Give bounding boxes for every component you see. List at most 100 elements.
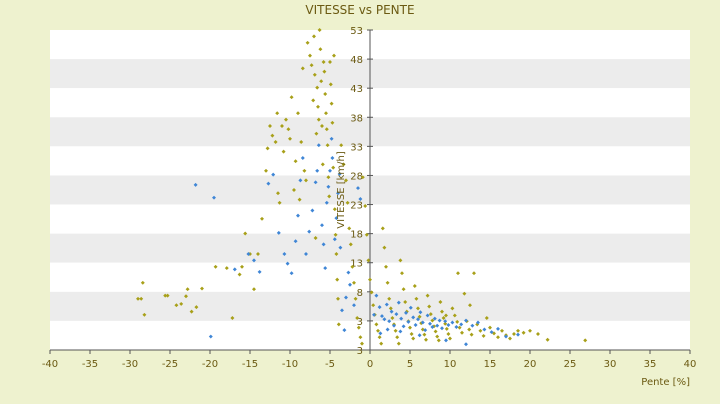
data-point [142,312,147,317]
x-tick-label: 5 [407,359,413,370]
data-point [139,296,144,301]
data-point [174,303,179,308]
data-point [329,136,334,141]
data-point [455,319,460,324]
data-point [296,213,300,218]
data-point [347,226,352,231]
data-point [277,200,282,205]
data-point [326,184,331,189]
data-point [358,335,363,340]
data-point [320,124,324,128]
data-point [516,332,520,337]
data-point [408,305,413,310]
x-tick-label: 25 [564,359,577,370]
data-point [289,271,294,276]
y-tick-label: 8 [357,288,363,299]
data-point [396,300,401,305]
data-point [252,287,256,292]
data-point [252,258,256,263]
data-point [363,204,368,208]
data-point [358,196,363,201]
x-tick-label: -20 [202,359,218,370]
data-point [387,296,392,301]
x-tick-label: 10 [444,359,457,370]
x-tick-label: -25 [162,359,178,370]
data-point [311,98,316,103]
x-tick-label: -15 [242,359,258,370]
data-point [212,195,216,200]
data-point [422,332,427,337]
data-point [382,245,387,250]
data-point [411,315,416,320]
data-point [184,294,188,299]
data-point [319,79,324,84]
data-point [469,332,474,337]
data-point [333,232,338,237]
data-point [335,277,340,282]
data-point [377,335,382,340]
data-point [435,323,440,328]
data-point [327,194,332,199]
data-point [268,124,272,128]
data-point [423,328,428,333]
data-point [448,336,452,341]
data-point [324,200,329,205]
x-tick-label: -40 [42,359,58,370]
data-point [276,230,281,235]
data-point [401,287,406,292]
data-point [481,333,486,338]
data-point [271,172,276,177]
data-point [334,216,339,221]
data-point [338,245,343,250]
data-point [331,165,336,170]
data-point [315,85,320,90]
data-point [193,182,198,187]
y-tick-label: 23 [350,201,363,212]
data-point [316,117,321,122]
x-tick-label: 35 [644,359,657,370]
data-point [179,301,184,306]
data-point [508,336,512,341]
data-point [322,69,327,74]
x-tick-labels: -40 -35 -30 -25 -20 -15 -10 -5 0 5 10 15 20 25 30 35 40 [42,359,697,370]
y-tick-label: 43 [350,84,363,95]
data-point [200,286,204,291]
data-point [364,232,369,237]
y-tick-label: 38 [350,113,363,124]
data-point [299,140,304,144]
x-tick-label: 20 [524,359,537,370]
y-axis-label: VITESSE [km/h] [336,151,347,229]
y-tick-label: 3 [357,346,363,357]
data-point [240,264,244,269]
data-point [435,334,440,339]
data-point [288,136,292,141]
x-tick-label: -30 [122,359,138,370]
data-point [307,229,312,234]
y-tick-label: 13 [350,259,363,270]
data-point [496,335,500,340]
axes [49,29,691,354]
data-point [260,216,264,221]
data-point [379,341,384,346]
data-point [280,124,284,128]
y-tick-label: 28 [350,171,363,182]
x-tick-label: 0 [367,359,373,370]
y-tick-label: 18 [350,230,363,241]
data-point [136,296,140,301]
data-point [300,66,305,71]
data-point [230,316,235,320]
y-tick-label: 33 [350,142,363,153]
data-point [328,82,333,87]
data-point [313,180,318,185]
data-point [467,327,472,332]
data-point [329,101,334,106]
x-tick-label: 15 [484,359,497,370]
data-point [302,168,307,173]
x-axis-label: Pente [%] [641,377,690,388]
data-point [264,168,268,173]
data-point [450,320,455,325]
data-point [284,117,288,122]
data-point [356,186,360,191]
